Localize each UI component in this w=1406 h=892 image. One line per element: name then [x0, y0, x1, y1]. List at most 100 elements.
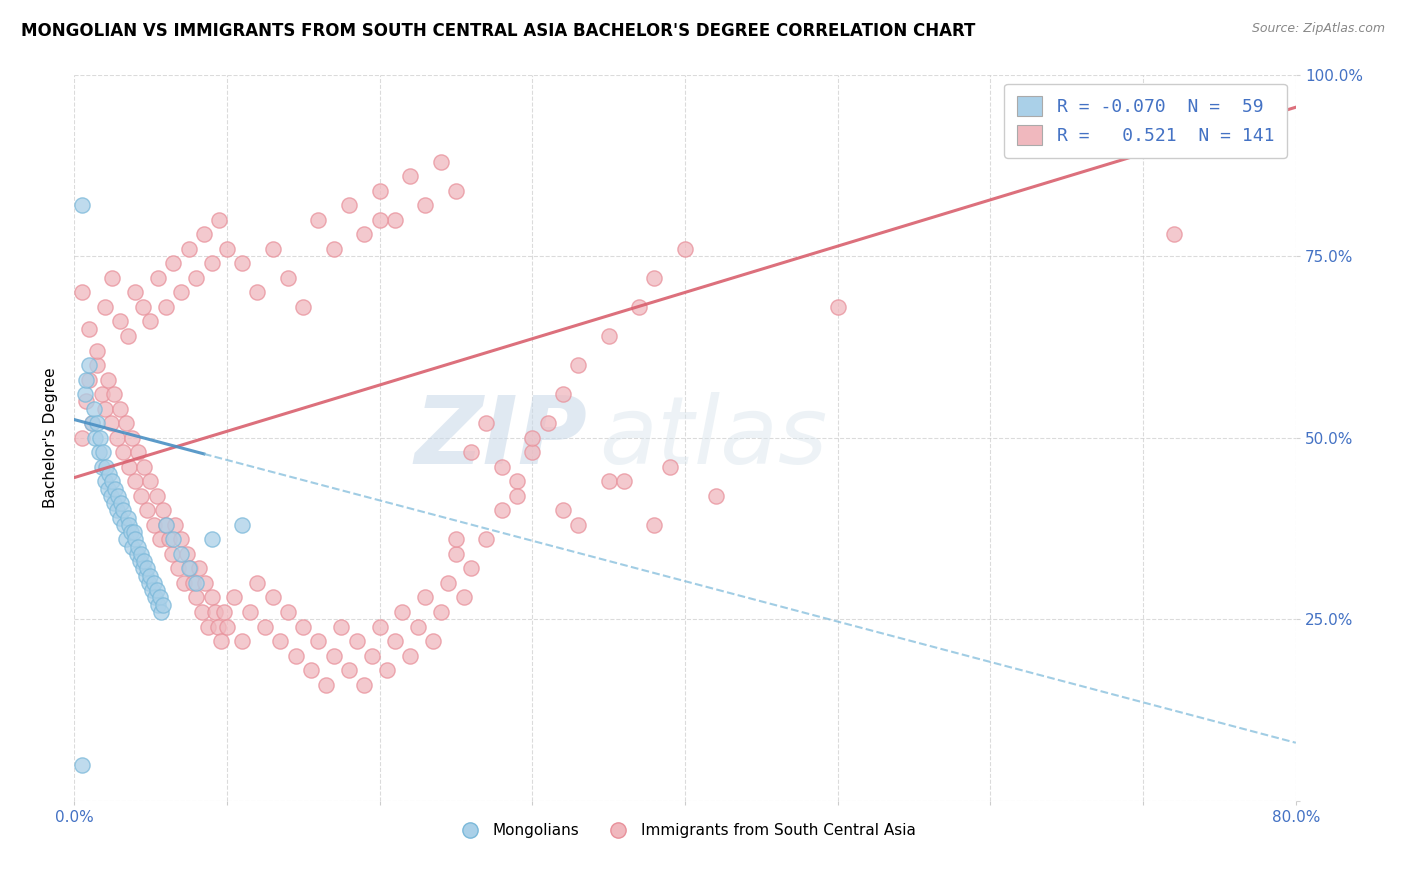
Point [104, 482, 127, 496]
Point [139, 475, 162, 489]
Point [204, 605, 226, 619]
Point [105, 431, 128, 445]
Point [138, 576, 160, 591]
Point [506, 475, 529, 489]
Point [460, 561, 482, 575]
Point [186, 576, 208, 591]
Point [141, 583, 163, 598]
Point [108, 314, 131, 328]
Point [522, 445, 544, 459]
Point [146, 271, 169, 285]
Point [96, 459, 118, 474]
Text: Source: ZipAtlas.com: Source: ZipAtlas.com [1251, 22, 1385, 36]
Point [375, 663, 398, 677]
Point [399, 648, 422, 663]
Point [368, 212, 391, 227]
Point [121, 540, 143, 554]
Point [136, 503, 159, 517]
Point [658, 459, 681, 474]
Point [114, 517, 136, 532]
Point [129, 489, 152, 503]
Point [361, 648, 384, 663]
Point [170, 547, 193, 561]
Text: MONGOLIAN VS IMMIGRANTS FROM SOUTH CENTRAL ASIA BACHELOR'S DEGREE CORRELATION CH: MONGOLIAN VS IMMIGRANTS FROM SOUTH CENTR… [21, 22, 976, 40]
Point [111, 503, 134, 517]
Point [155, 300, 177, 314]
Point [124, 285, 146, 300]
Point [117, 510, 139, 524]
Point [391, 605, 413, 619]
Point [384, 634, 406, 648]
Point [422, 634, 444, 648]
Point [86, 416, 108, 430]
Point [93, 475, 115, 489]
Point [536, 416, 558, 430]
Point [93, 300, 115, 314]
Point [208, 212, 231, 227]
Point [124, 475, 146, 489]
Point [444, 547, 467, 561]
Point [83, 401, 105, 416]
Point [437, 576, 460, 591]
Point [100, 489, 122, 503]
Point [827, 300, 849, 314]
Point [415, 198, 437, 212]
Point [215, 619, 238, 633]
Point [277, 271, 299, 285]
Point [337, 198, 360, 212]
Point [170, 533, 193, 547]
Point [307, 212, 329, 227]
Point [115, 533, 138, 547]
Point [346, 634, 368, 648]
Point [368, 184, 391, 198]
Point [134, 554, 156, 568]
Point [177, 242, 200, 256]
Point [598, 329, 620, 343]
Point [124, 533, 146, 547]
Point [330, 619, 353, 633]
Point [110, 496, 132, 510]
Point [132, 300, 155, 314]
Point [444, 184, 467, 198]
Point [188, 561, 211, 575]
Point [157, 533, 180, 547]
Point [101, 271, 124, 285]
Point [215, 242, 238, 256]
Point [551, 503, 574, 517]
Point [101, 475, 124, 489]
Point [149, 533, 172, 547]
Point [134, 459, 156, 474]
Point [152, 503, 174, 517]
Point [90, 387, 112, 401]
Point [75, 373, 97, 387]
Point [186, 271, 208, 285]
Point [292, 619, 315, 633]
Point [82, 416, 104, 430]
Point [269, 634, 291, 648]
Point [277, 605, 299, 619]
Point [551, 387, 574, 401]
Point [643, 517, 665, 532]
Point [70, 757, 93, 772]
Point [146, 598, 169, 612]
Point [127, 445, 149, 459]
Point [167, 561, 190, 575]
Point [643, 271, 665, 285]
Point [79, 358, 101, 372]
Point [246, 285, 269, 300]
Point [143, 591, 166, 605]
Point [145, 489, 167, 503]
Point [491, 503, 513, 517]
Point [368, 619, 391, 633]
Point [212, 605, 235, 619]
Point [207, 619, 229, 633]
Point [100, 416, 122, 430]
Point [87, 445, 110, 459]
Point [506, 489, 529, 503]
Point [353, 678, 375, 692]
Point [567, 358, 589, 372]
Point [406, 619, 429, 633]
Point [93, 401, 115, 416]
Point [118, 459, 141, 474]
Point [1163, 227, 1185, 242]
